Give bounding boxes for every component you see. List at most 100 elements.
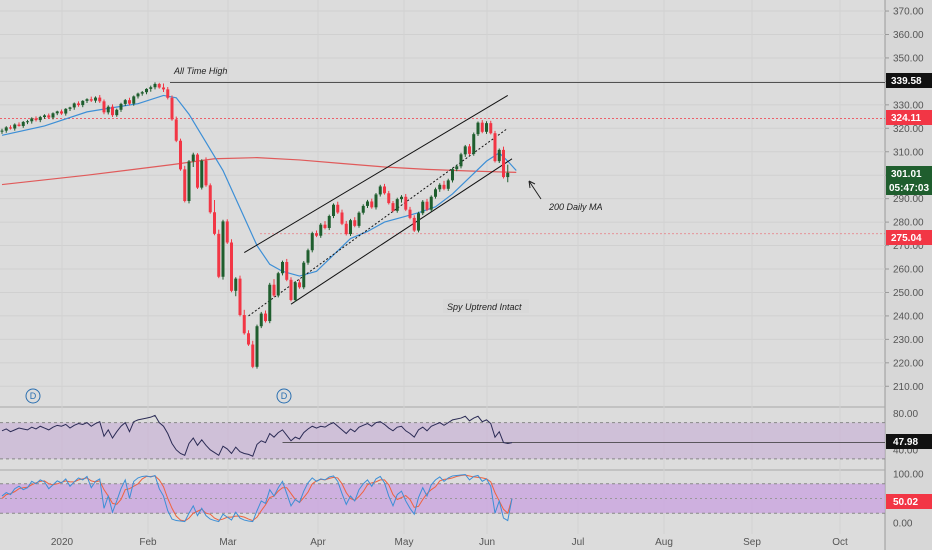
candle-body[interactable] [485,123,488,132]
candle-body[interactable] [51,113,55,118]
candle-body[interactable] [332,204,335,217]
candle-body[interactable] [340,212,344,224]
candle-body[interactable] [442,184,446,189]
candle-body[interactable] [43,115,46,118]
candle-body[interactable] [251,344,255,367]
candle-body[interactable] [285,261,289,280]
candle-body[interactable] [357,212,361,226]
candle-body[interactable] [315,233,318,236]
candle-body[interactable] [85,99,89,101]
overlay-lines[interactable] [0,81,885,317]
candle-body[interactable] [60,111,63,114]
candle-body[interactable] [421,201,425,214]
candle-body[interactable] [187,161,191,201]
candle-body[interactable] [72,103,76,108]
candle-body[interactable] [438,184,442,190]
candle-body[interactable] [289,279,293,300]
candle-body[interactable] [64,108,68,114]
candle-body[interactable] [302,262,306,288]
candle-body[interactable] [115,109,119,116]
candle-body[interactable] [268,284,272,322]
candle-body[interactable] [387,193,391,204]
dividend-badge[interactable]: D [276,388,292,404]
stoch-d-line[interactable] [1,474,513,522]
candle-body[interactable] [319,224,323,236]
candle-body[interactable] [221,221,225,277]
all-time-high-label[interactable]: All Time High [173,66,227,76]
candle-body[interactable] [349,220,352,235]
stoch-value-tag[interactable]: 50.02 [886,494,932,509]
candle-body[interactable] [132,96,136,104]
candle-body[interactable] [94,97,97,101]
candle-body[interactable] [170,97,174,120]
level-275-price-tag[interactable]: 275.04 [886,230,932,245]
candle-body[interactable] [81,100,85,106]
candle-body[interactable] [191,154,195,162]
candle-body[interactable] [102,101,106,113]
candle-body[interactable] [98,97,102,102]
candle-body[interactable] [55,111,59,114]
candle-body[interactable] [4,127,8,131]
candle-body[interactable] [276,273,280,296]
candle-body[interactable] [0,130,4,132]
candle-body[interactable] [272,284,276,296]
candle-body[interactable] [9,127,12,129]
stoch-k-line[interactable] [1,473,513,523]
candle-body[interactable] [395,199,399,211]
candle-body[interactable] [26,121,29,123]
candle-body[interactable] [128,100,131,104]
candle-body[interactable] [344,223,348,235]
candle-body[interactable] [30,118,34,122]
candle-body[interactable] [200,160,204,188]
candle-body[interactable] [38,117,42,121]
candle-body[interactable] [400,196,403,200]
candle-body[interactable] [429,196,433,210]
candle-body[interactable] [361,205,365,213]
candle-body[interactable] [157,83,161,88]
candle-body[interactable] [298,282,301,288]
candle-body[interactable] [366,201,369,206]
candle-body[interactable] [68,107,72,109]
candle-body[interactable] [306,250,310,263]
candle-body[interactable] [213,212,216,234]
candle-body[interactable] [506,172,510,178]
last-price-tag[interactable]: 301.01 05:47:03 [886,166,932,195]
candle-body[interactable] [13,124,17,129]
candle-body[interactable] [455,166,459,170]
candle-body[interactable] [259,313,263,327]
uptrend-label[interactable]: Spy Uptrend Intact [447,302,522,312]
candle-body[interactable] [242,314,246,334]
candle-body[interactable] [230,242,233,291]
candle-body[interactable] [77,103,80,106]
candle-body[interactable] [417,213,420,231]
rsi-value-tag[interactable]: 47.98 [886,434,932,449]
candle-body[interactable] [145,88,148,93]
candle-body[interactable] [234,278,238,291]
candle-body[interactable] [489,123,493,134]
level-324-price-tag[interactable]: 324.11 [886,110,932,125]
candle-body[interactable] [323,224,327,228]
candle-body[interactable] [153,83,157,88]
candle-body[interactable] [476,122,480,135]
candle-body[interactable] [238,278,242,315]
candle-body[interactable] [119,103,123,110]
candle-body[interactable] [425,201,429,210]
candle-body[interactable] [463,146,467,155]
candle-body[interactable] [383,186,386,194]
candle-body[interactable] [204,160,208,186]
candle-body[interactable] [34,118,38,121]
candle-body[interactable] [446,180,450,189]
candle-body[interactable] [404,196,408,210]
candle-body[interactable] [281,261,284,274]
candle-body[interactable] [336,204,340,213]
candle-body[interactable] [353,220,357,226]
candle-body[interactable] [264,313,267,322]
candle-body[interactable] [370,201,374,208]
candle-body[interactable] [174,119,178,141]
candle-body[interactable] [21,121,25,126]
candle-body[interactable] [208,185,212,213]
candle-body[interactable] [140,92,144,94]
candle-body[interactable] [17,124,21,126]
candle-body[interactable] [293,282,297,300]
candle-body[interactable] [89,99,93,101]
